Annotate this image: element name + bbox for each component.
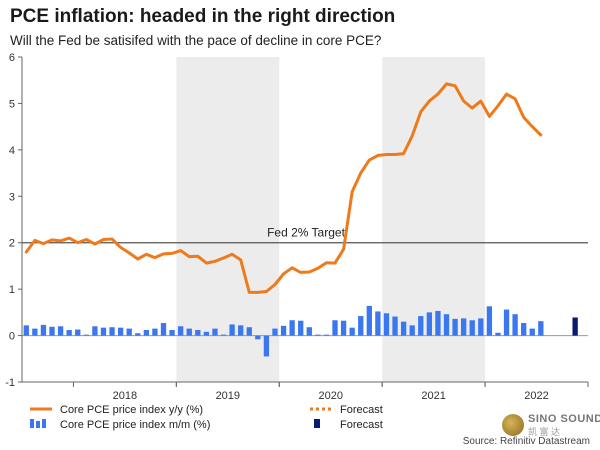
chart-subtitle: Will the Fed be satisifed with the pace …: [10, 33, 382, 48]
mm-bar: [315, 334, 321, 336]
logo-brand: SINO SOUND: [528, 413, 600, 425]
mm-bar: [375, 311, 381, 336]
mm-bar: [349, 327, 355, 336]
logo-icon: [502, 414, 524, 436]
y-tick-label: -1: [5, 377, 15, 389]
mm-bar: [246, 327, 252, 336]
legend-swatch-forecast-bar: [314, 419, 320, 428]
mm-bar: [100, 327, 107, 336]
mm-bar: [298, 320, 304, 336]
mm-bar: [75, 329, 81, 336]
legend-swatch-bar: [30, 419, 34, 428]
mm-bar: [203, 331, 210, 336]
mm-bar: [521, 323, 527, 336]
y-tick-label: 0: [9, 331, 15, 343]
mm-bar: [126, 328, 132, 336]
logo-sub: 凯 富 达: [528, 427, 561, 437]
y-tick-label: 3: [9, 191, 15, 203]
mm-bar: [460, 318, 467, 336]
mm-bar: [229, 324, 235, 336]
mm-bar: [263, 335, 270, 357]
mm-bar: [503, 309, 510, 336]
mm-bar: [443, 314, 450, 336]
mm-bar: [332, 320, 338, 336]
mm-bar: [32, 328, 38, 336]
mm-bar: [109, 327, 115, 336]
shade-2019: [176, 57, 280, 382]
mm-bar: [435, 310, 441, 336]
x-tick-label: 2022: [524, 390, 548, 402]
mm-bar: [400, 321, 407, 336]
mm-bar: [117, 327, 124, 336]
y-tick-label: 4: [9, 145, 15, 157]
mm-bar: [40, 324, 47, 336]
mm-bar: [340, 320, 347, 336]
mm-bar: [57, 326, 64, 336]
mm-bar: [383, 313, 390, 336]
mm-bar: [272, 328, 278, 336]
mm-bar: [478, 318, 484, 336]
mm-bar: [486, 306, 493, 336]
mm-bar: [529, 328, 535, 336]
mm-bar: [160, 323, 167, 336]
forecast-bar: [572, 317, 578, 336]
mm-bar: [92, 326, 98, 336]
mm-bar: [195, 330, 201, 336]
mm-bar: [418, 316, 424, 336]
mm-bar: [306, 327, 312, 336]
mm-bar: [255, 335, 261, 340]
mm-bar: [426, 312, 433, 336]
mm-bar: [83, 334, 89, 336]
mm-bar: [495, 332, 501, 336]
mm-bar: [212, 328, 218, 336]
x-tick-label: 2021: [421, 390, 445, 402]
legend-label: Forecast: [340, 419, 383, 431]
mm-bar: [538, 321, 544, 336]
mm-bar: [238, 325, 244, 336]
mm-bar: [152, 328, 158, 336]
mm-bar: [452, 318, 458, 336]
target-label: Fed 2% Target: [267, 226, 345, 240]
legend-label: Core PCE price index m/m (%): [60, 419, 210, 431]
mm-bar: [66, 330, 72, 336]
x-tick-label: 2019: [216, 390, 240, 402]
shade-2021: [382, 57, 486, 382]
legend-label: Forecast: [340, 404, 383, 416]
mm-bar: [469, 320, 475, 336]
y-tick-label: 1: [9, 284, 15, 296]
chart-title: PCE inflation: headed in the right direc…: [10, 6, 396, 27]
legend-label: Core PCE price index y/y (%): [60, 404, 203, 416]
mm-bar: [289, 320, 295, 336]
mm-bar: [512, 314, 518, 336]
source-note: Source: Refinitiv Datastream: [463, 436, 590, 447]
mm-bar: [169, 330, 175, 336]
legend-swatch-bar: [42, 419, 46, 428]
mm-bar: [366, 305, 372, 336]
x-tick-label: 2018: [113, 390, 137, 402]
mm-bar: [143, 330, 150, 336]
mm-bar: [177, 326, 184, 336]
x-tick-label: 2020: [318, 390, 342, 402]
mm-bar: [135, 333, 141, 336]
legend-swatch-bar: [36, 421, 40, 428]
y-tick-label: 6: [9, 52, 15, 64]
mm-bar: [280, 325, 287, 336]
y-tick-label: 2: [9, 238, 15, 250]
mm-bar: [49, 326, 55, 336]
mm-bar: [409, 325, 415, 336]
y-tick-label: 5: [9, 98, 15, 110]
mm-bar: [186, 328, 192, 336]
mm-bar: [392, 316, 398, 336]
yy-line: [24, 82, 543, 294]
mm-bar: [23, 325, 29, 336]
watermark-logo: SINO SOUND 凯 富 达: [502, 412, 600, 438]
mm-bar: [323, 334, 330, 336]
mm-bar: [358, 316, 364, 336]
mm-bar: [220, 334, 227, 336]
